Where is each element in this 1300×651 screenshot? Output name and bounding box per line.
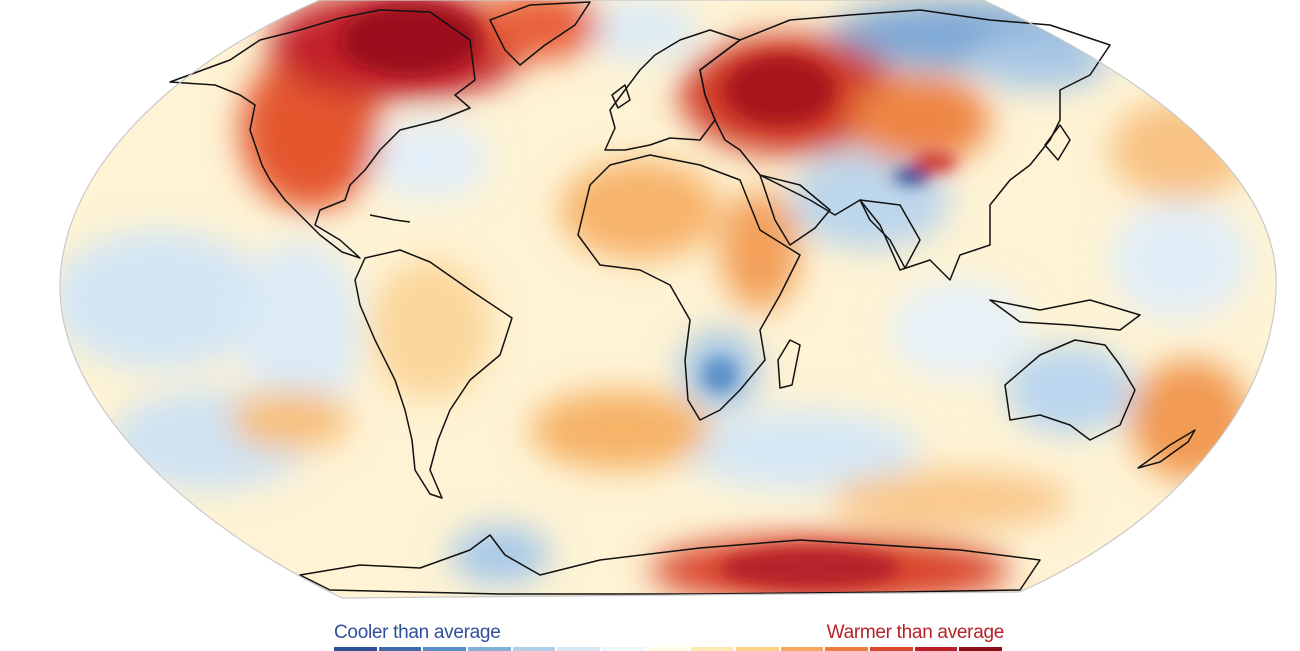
coast-uk — [611, 84, 631, 109]
anomaly-north-pacific — [1110, 100, 1250, 200]
globe-outline — [59, 0, 1277, 599]
legend-color-scale — [334, 647, 1004, 651]
legend-swatch-4 — [512, 647, 556, 651]
anomaly-north-atlantic — [370, 120, 490, 200]
anomaly-arctic-norway — [580, 0, 700, 60]
legend-swatch-13 — [914, 647, 958, 651]
coast-south-america — [354, 249, 513, 499]
legend-swatch-10 — [780, 647, 824, 651]
coast-caribbean — [369, 214, 411, 223]
coast-asia — [699, 9, 1111, 281]
coast-africa — [577, 154, 801, 421]
anomaly-antarctic-peninsula — [450, 525, 550, 585]
legend-swatch-7 — [646, 647, 690, 651]
coast-greenland — [489, 1, 591, 66]
legend-swatch-1 — [378, 647, 422, 651]
legend-swatch-12 — [870, 647, 913, 651]
legend-swatch-3 — [468, 647, 511, 651]
legend: Cooler than average Warmer than average — [334, 620, 1005, 651]
anomaly-east-africa — [720, 190, 800, 310]
anomaly-north-pacific-cool — [1110, 200, 1250, 320]
anomaly-antarctica-core — [720, 548, 900, 588]
anomaly-southern-ocean-warm — [830, 470, 1070, 530]
coast-antarctica — [299, 534, 1041, 595]
anomaly-east-pacific — [240, 240, 360, 420]
anomaly-greenland — [480, 0, 600, 60]
coast-japan — [1044, 124, 1071, 161]
anomaly-south-pacific-warm — [230, 390, 350, 450]
world-map-svg — [59, 0, 1277, 599]
coastlines — [169, 1, 1196, 595]
legend-swatch-9 — [736, 647, 779, 651]
legend-swatch-5 — [557, 647, 601, 651]
legend-swatch-2 — [423, 647, 467, 651]
anomaly-central-pacific — [59, 230, 270, 370]
anomaly-southern-africa-core — [702, 357, 738, 393]
legend-swatch-11 — [825, 647, 869, 651]
coast-india — [859, 199, 921, 269]
coast-north-america — [169, 9, 476, 259]
coast-madagascar — [777, 339, 801, 389]
temperature-anomaly-map — [59, 0, 1277, 599]
anomaly-russia-core — [725, 55, 835, 125]
legend-swatch-0 — [334, 647, 377, 651]
anomaly-southern-ocean — [680, 410, 920, 490]
anomaly-sahara — [560, 160, 720, 260]
anomaly-field — [59, 0, 1277, 598]
anomaly-tibet-warm — [913, 152, 957, 172]
anomaly-tibetan-plateau — [894, 168, 930, 184]
anomaly-canada-core — [340, 5, 480, 75]
coast-indonesia — [989, 299, 1141, 331]
legend-warm-label: Warmer than average — [826, 622, 1005, 643]
anomaly-south-atlantic — [530, 390, 710, 470]
anomaly-australia — [1005, 345, 1135, 435]
coast-new-zealand — [1137, 429, 1196, 469]
legend-cool-label: Cooler than average — [334, 622, 501, 643]
legend-swatch-6 — [602, 647, 645, 651]
anomaly-south-america — [370, 260, 490, 400]
anomaly-central-asia — [850, 75, 990, 165]
legend-swatch-14 — [959, 647, 1003, 651]
legend-swatch-8 — [691, 647, 735, 651]
anomaly-siberia-north — [970, 30, 1110, 90]
coast-arabia — [759, 174, 831, 246]
anomaly-south-indian — [890, 280, 1030, 380]
coast-australia — [1004, 339, 1136, 441]
